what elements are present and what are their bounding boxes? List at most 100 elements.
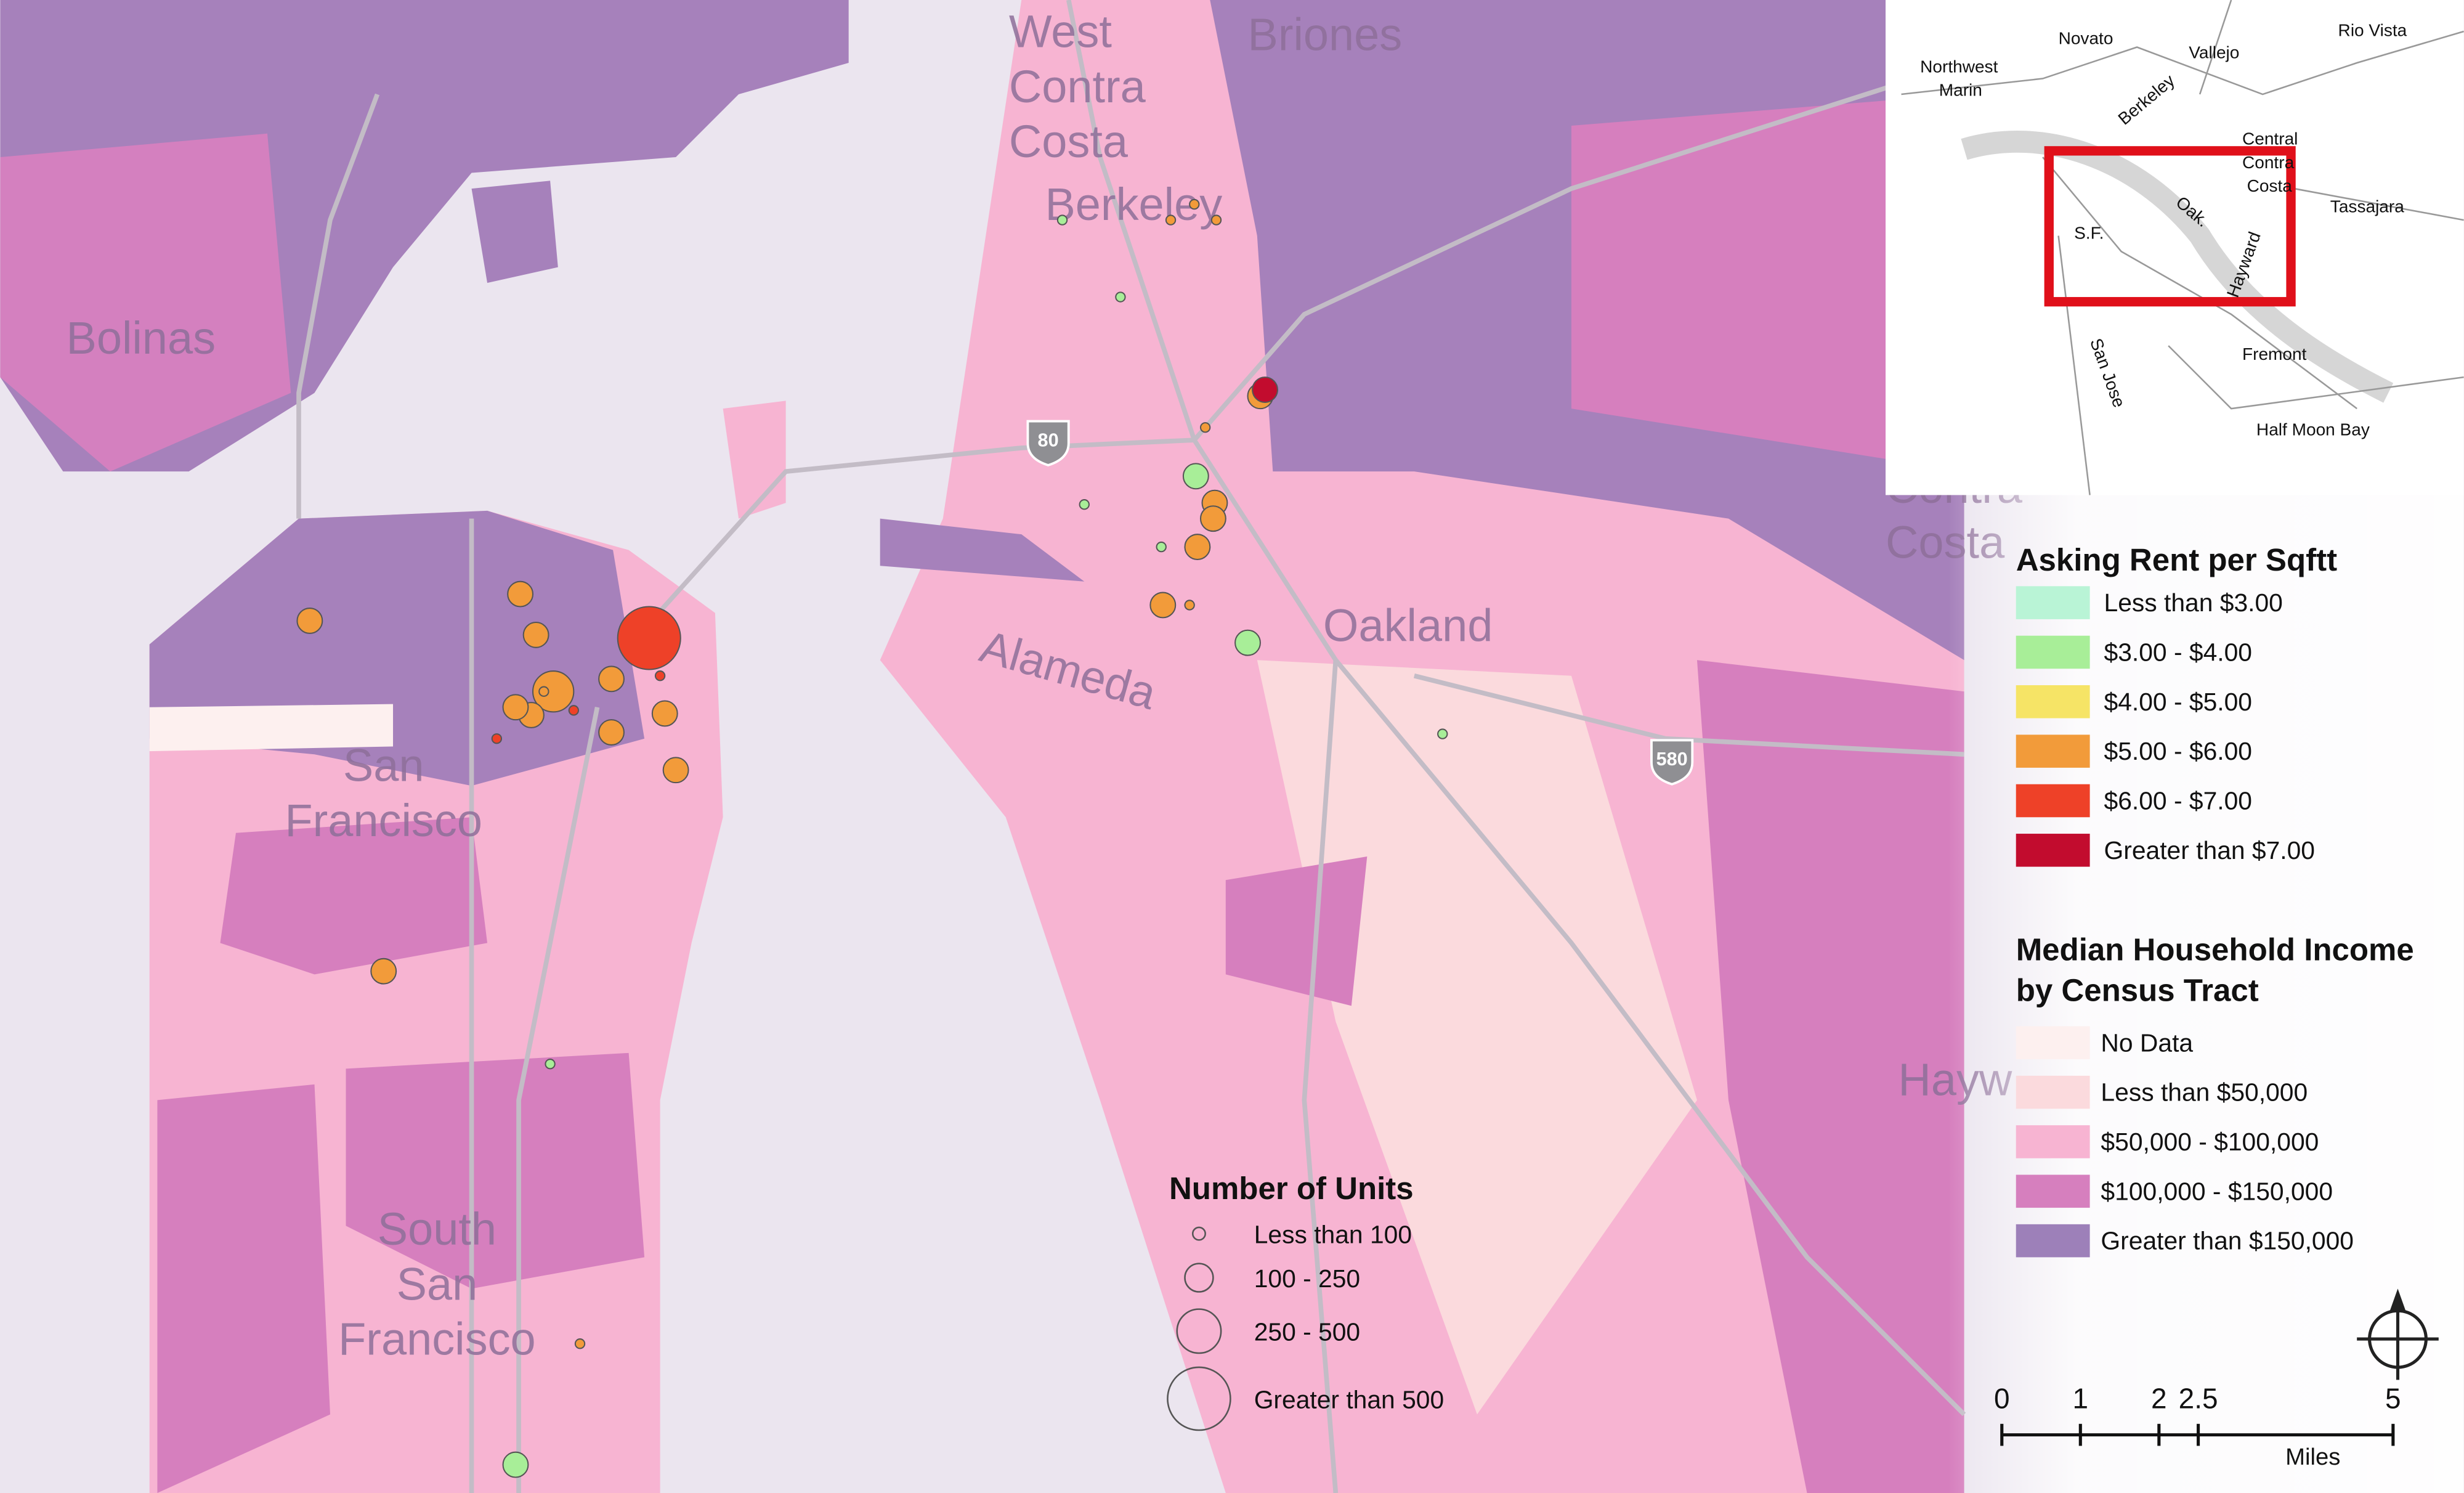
legend-label: Greater than $150,000 [2101,1227,2354,1255]
development-point [651,700,678,727]
place-label: South [378,1203,496,1255]
scale-label: 0 [1994,1382,2010,1414]
development-point [1437,728,1448,739]
legend-swatch [2016,586,2090,619]
legend-label: Less than 100 [1254,1220,1412,1248]
inset-label: Rio Vista [2338,21,2407,40]
legend-title: Median Household Income [2016,932,2414,967]
development-point [545,1059,556,1070]
development-point [370,958,397,985]
development-point [1079,499,1090,510]
inset-label: Vallejo [2189,43,2239,62]
legend-swatch [2016,1174,2090,1208]
scale-label: 1 [2073,1382,2089,1414]
inset-map [1886,0,2464,495]
highway-number: 580 [1656,749,1688,770]
development-point [598,665,625,693]
development-point [598,719,625,746]
legend-swatch [2016,834,2090,867]
development-point [1210,214,1222,226]
inset-label: Tassajara [2330,197,2404,216]
place-label: Bolinas [67,312,216,364]
development-point [654,670,666,681]
development-point [1056,214,1068,226]
development-point [1165,214,1177,226]
development-point [1184,600,1195,611]
legend-label: $100,000 - $150,000 [2101,1177,2333,1205]
development-point [1156,541,1167,553]
legend-label: Greater than $7.00 [2104,836,2315,864]
scale-label: 5 [2385,1382,2401,1414]
development-point [538,686,549,697]
inset-label: Central [2242,129,2298,148]
place-label: Francisco [338,1314,536,1365]
legend-label: Less than $50,000 [2101,1078,2308,1107]
north-arrow-cross [2357,1298,2439,1380]
legend-swatch [2016,635,2090,669]
development-point [1182,463,1209,490]
inset-label: S.F. [2074,224,2104,243]
place-label: San [343,740,424,791]
land [0,0,1964,1493]
inset-label: Half Moon Bay [2256,420,2370,439]
inset-label: Marin [1939,81,1982,100]
legend-label: $5.00 - $6.00 [2104,737,2252,765]
legend-circle [1167,1366,1231,1431]
legend-label: No Data [2101,1028,2193,1057]
legend-label: Less than $3.00 [2104,588,2283,617]
legend-swatch [2016,685,2090,718]
development-point [532,670,575,713]
inset-label: Contra [2242,153,2295,172]
place-label: West [1009,6,1112,57]
legend-label: $50,000 - $100,000 [2101,1128,2319,1156]
development-point [1234,629,1261,656]
place-label: Contra [1009,61,1146,112]
place-label: Costa [1009,116,1129,167]
development-point [522,621,549,648]
legend-label: $4.00 - $5.00 [2104,688,2252,716]
place-label: Briones [1248,9,1403,60]
place-label: Francisco [285,795,482,846]
highway-shield [1650,739,1694,786]
scale-label: 2.5 [2179,1382,2218,1414]
legend-label: $6.00 - $7.00 [2104,787,2252,815]
legend-swatch [2016,1224,2090,1258]
development-point [502,694,529,721]
inset-label: Fremont [2242,344,2307,364]
legend-title: Number of Units [1169,1171,1414,1206]
legend-label: $3.00 - $4.00 [2104,638,2252,666]
legend-swatch [2016,1075,2090,1109]
place-label: Oakland [1323,600,1493,651]
development-point [574,1338,586,1349]
development-point [1115,291,1126,303]
development-point [1184,534,1211,561]
development-point [1252,376,1278,403]
development-point [1199,505,1226,532]
legend-circle [1184,1263,1214,1293]
development-point [502,1451,529,1478]
development-point [1189,198,1200,210]
place-label: San [397,1258,478,1309]
development-point [662,757,689,784]
north-arrow-head [2389,1288,2406,1311]
highway-number: 80 [1038,429,1059,450]
legend-label: 250 - 500 [1254,1318,1360,1346]
inset-label: Northwest [1920,57,1998,76]
scale-label: 2 [2151,1382,2167,1414]
legend-label: 100 - 250 [1254,1264,1360,1293]
legend-title: by Census Tract [2016,973,2259,1008]
development-point [296,608,323,634]
legend-swatch [2016,1026,2090,1060]
inset-label: Novato [2059,28,2113,47]
scale-unit: Miles [2285,1444,2340,1470]
legend-swatch [2016,1125,2090,1158]
development-point [568,705,580,716]
legend-circle [1191,1226,1206,1241]
legend-swatch [2016,784,2090,818]
legend-circle [1176,1308,1222,1354]
development-point [507,580,534,608]
inset-label: Costa [2247,176,2293,195]
legend-label: Greater than 500 [1254,1385,1444,1414]
development-point [1149,592,1177,619]
